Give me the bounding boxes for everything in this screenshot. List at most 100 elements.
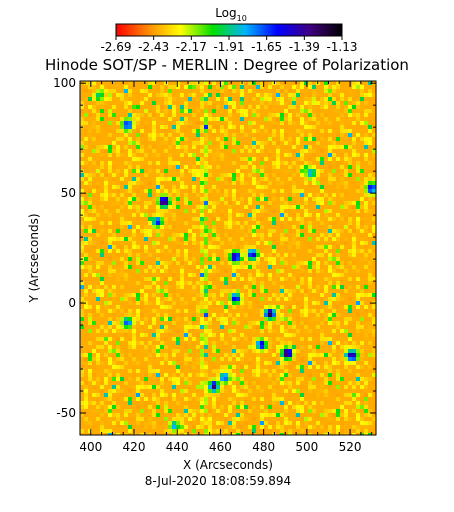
heatmap-cell	[176, 157, 181, 162]
heatmap-cell	[196, 113, 201, 118]
heatmap-cell	[116, 269, 121, 274]
heatmap-cell	[280, 209, 285, 214]
heatmap-cell	[272, 101, 277, 106]
heatmap-cell	[244, 265, 249, 270]
heatmap-cell	[172, 201, 177, 206]
heatmap-cell	[80, 129, 85, 134]
heatmap-cell	[152, 101, 157, 106]
heatmap-cell	[276, 201, 281, 206]
heatmap-cell	[136, 329, 141, 334]
heatmap-cell	[308, 233, 313, 238]
heatmap-cell	[148, 345, 153, 350]
heatmap-cell	[304, 145, 309, 150]
heatmap-cell	[192, 205, 197, 210]
heatmap-cell	[264, 125, 269, 130]
heatmap-cell	[236, 301, 241, 306]
heatmap-cell	[312, 133, 317, 138]
heatmap-cell	[304, 305, 309, 310]
heatmap-cell	[176, 169, 181, 174]
heatmap-cell	[316, 177, 321, 182]
heatmap-cell	[328, 209, 333, 214]
heatmap-cell	[260, 249, 265, 254]
heatmap-cell	[92, 201, 97, 206]
heatmap-cell	[312, 249, 317, 254]
heatmap-cell	[316, 289, 321, 294]
heatmap-cell	[200, 305, 205, 310]
heatmap-cell	[256, 177, 261, 182]
heatmap-cell	[116, 97, 121, 102]
heatmap-cell	[132, 241, 137, 246]
heatmap-cell	[176, 113, 181, 118]
heatmap-cell	[272, 125, 277, 130]
heatmap-cell	[88, 233, 93, 238]
heatmap-cell	[332, 125, 337, 130]
heatmap-cell	[364, 169, 369, 174]
heatmap-cell	[296, 317, 301, 322]
heatmap-cell	[308, 325, 313, 330]
heatmap-cell	[320, 261, 325, 266]
heatmap-cell	[92, 333, 97, 338]
heatmap-cell	[128, 289, 133, 294]
heatmap-cell	[196, 161, 201, 166]
heatmap-cell	[188, 285, 193, 290]
heatmap-cell	[108, 245, 113, 250]
heatmap-cell	[264, 193, 269, 198]
heatmap-cell	[260, 233, 265, 238]
heatmap-cell	[276, 137, 281, 142]
heatmap-cell	[304, 341, 309, 346]
heatmap-cell	[84, 229, 89, 234]
heatmap-cell	[180, 301, 185, 306]
heatmap-cell	[160, 221, 165, 226]
heatmap-cell	[340, 85, 345, 90]
heatmap-cell	[332, 285, 337, 290]
heatmap-cell	[280, 169, 285, 174]
heatmap-cell	[240, 185, 245, 190]
heatmap-cell	[324, 293, 329, 298]
heatmap-cell	[280, 89, 285, 94]
heatmap-cell	[212, 137, 217, 142]
heatmap-cell	[204, 245, 209, 250]
heatmap-cell	[272, 317, 277, 322]
heatmap-cell	[276, 273, 281, 278]
heatmap-cell	[272, 165, 277, 170]
heatmap-cell	[176, 137, 181, 142]
heatmap-cell	[136, 261, 141, 266]
heatmap-cell	[248, 125, 253, 130]
heatmap-cell	[160, 269, 165, 274]
heatmap-cell	[240, 177, 245, 182]
heatmap-cell	[212, 121, 217, 126]
heatmap-cell	[84, 149, 89, 154]
heatmap-cell	[196, 145, 201, 150]
heatmap-cell	[228, 333, 233, 338]
heatmap-cell	[176, 117, 181, 122]
heatmap-cell	[244, 141, 249, 146]
heatmap-cell	[148, 221, 153, 226]
heatmap-cell	[100, 333, 105, 338]
heatmap-cell	[100, 149, 105, 154]
heatmap-cell	[304, 325, 309, 330]
heatmap-cell	[108, 261, 113, 266]
heatmap-cell	[332, 333, 337, 338]
heatmap-cell	[220, 105, 225, 110]
heatmap-cell	[372, 193, 376, 198]
heatmap-cell	[184, 221, 189, 226]
heatmap-cell	[160, 205, 165, 210]
heatmap-cell	[88, 145, 93, 150]
heatmap-cell	[148, 133, 153, 138]
heatmap-cell	[144, 133, 149, 138]
heatmap-cell	[272, 217, 277, 222]
heatmap-cell	[212, 269, 217, 274]
heatmap-cell	[156, 253, 161, 258]
heatmap-cell	[336, 121, 341, 126]
heatmap-cell	[216, 125, 221, 130]
heatmap-cell	[168, 213, 173, 218]
heatmap-cell	[340, 153, 345, 158]
heatmap-cell	[120, 173, 125, 178]
heatmap-cell	[284, 337, 289, 342]
heatmap-cell	[140, 145, 145, 150]
heatmap-cell	[336, 157, 341, 162]
heatmap-cell	[216, 85, 221, 90]
heatmap-cell	[132, 225, 137, 230]
heatmap-cell	[112, 221, 117, 226]
heatmap-cell	[280, 185, 285, 190]
